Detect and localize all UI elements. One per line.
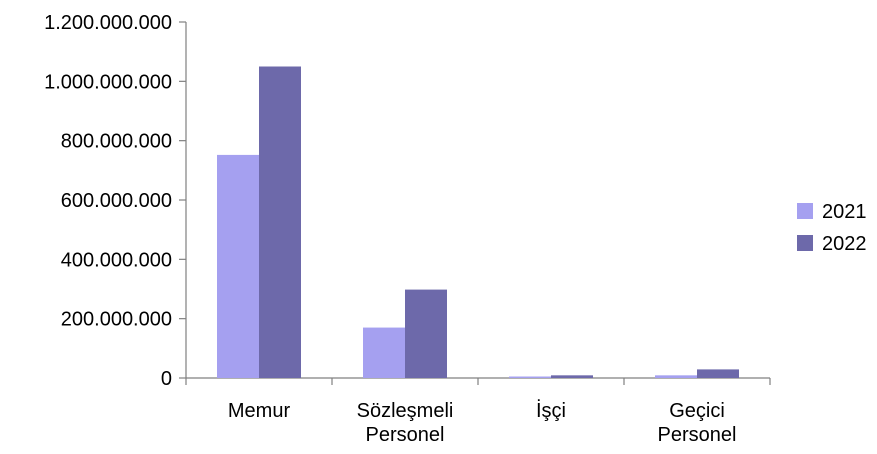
x-category-label: Sözleşmeli Personel <box>357 400 454 446</box>
y-axis: 0 200.000.000 400.000.000 600.000.000 800.00… <box>44 12 187 390</box>
y-tick-label: 1.000.000.000 <box>44 71 172 93</box>
x-category-label: İşçi <box>536 399 566 422</box>
bar-2021-3 <box>655 375 697 378</box>
x-category-label: Geçici Personel <box>658 400 737 446</box>
bar-2021-1 <box>363 327 405 378</box>
bar-2021-2 <box>509 376 551 378</box>
legend-swatch-2021 <box>797 203 813 219</box>
bars <box>217 66 739 378</box>
x-category-label-line: Geçici <box>669 400 725 422</box>
y-tick-label: 600.000.000 <box>61 190 172 212</box>
bar-2022-3 <box>697 369 739 378</box>
y-tick-label: 0 <box>161 368 172 390</box>
x-category-label: Memur <box>228 400 291 422</box>
y-tick-label: 800.000.000 <box>61 131 172 153</box>
x-category-label-line: İşçi <box>536 399 566 422</box>
x-category-label-line: Memur <box>228 400 291 422</box>
legend-label-2022: 2022 <box>822 233 867 255</box>
y-tick-label: 1.200.000.000 <box>44 12 172 34</box>
bar-2021-0 <box>217 154 259 378</box>
legend: 2021 2022 <box>797 201 867 255</box>
y-tick-label: 200.000.000 <box>61 309 172 331</box>
x-category-label-line: Sözleşmeli <box>357 400 454 422</box>
x-category-label-line: Personel <box>366 424 445 446</box>
legend-label-2021: 2021 <box>822 201 867 223</box>
bar-2022-1 <box>405 289 447 378</box>
y-tick-label: 400.000.000 <box>61 249 172 271</box>
bar-2022-0 <box>259 66 301 378</box>
x-category-label-line: Personel <box>658 424 737 446</box>
legend-swatch-2022 <box>797 235 813 251</box>
bar-2022-2 <box>551 375 593 378</box>
